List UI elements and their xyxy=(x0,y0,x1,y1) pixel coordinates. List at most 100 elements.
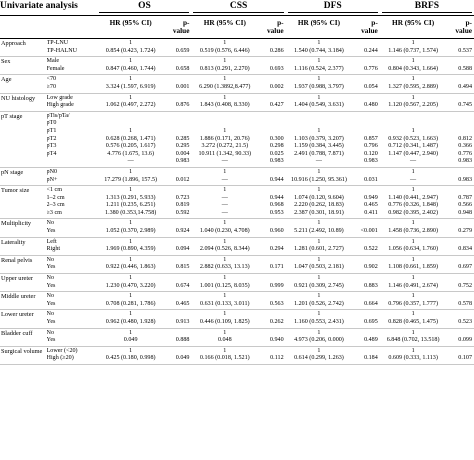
hazard-ratio-cell: 1 1.056 (0.634, 1.760) xyxy=(380,237,447,255)
p-value xyxy=(446,330,472,338)
p-value: 0.244 xyxy=(364,47,378,54)
p-value: 0.004 xyxy=(175,150,190,157)
hazard-ratio: 1.074 (0.120, 9.604) xyxy=(294,194,344,201)
table-row: Tumor size <1 cm 1–2 cm 2–3 cm ≥3 cm 1 1.313 (… xyxy=(0,186,474,219)
p-value xyxy=(446,120,472,128)
p-value xyxy=(258,220,284,228)
hazard-ratio: 1 xyxy=(129,187,133,194)
p-value: 0.857 xyxy=(364,135,378,142)
hazard-ratio: 1.040 (0.230, 4.708) xyxy=(199,228,250,235)
p-value xyxy=(164,239,190,247)
hazard-ratio: 1 xyxy=(317,168,321,175)
p-value xyxy=(446,275,472,283)
p-value: 0.494 xyxy=(458,83,472,90)
hazard-ratio: 1.313 (0.291, 5.933) xyxy=(105,194,156,201)
level-label: ≥3 cm xyxy=(46,209,62,216)
p-value: 0.796 xyxy=(364,143,378,150)
p-value xyxy=(164,220,190,228)
variable-name: pT stage xyxy=(1,112,23,120)
hazard-ratio: 1 xyxy=(317,256,321,263)
levels-cell: Left Right xyxy=(47,237,98,255)
p-value: 0.674 xyxy=(175,282,190,289)
hazard-ratio: 0.712 (0.341, 1.487) xyxy=(388,143,438,150)
hazard-ratio: 1 xyxy=(317,127,321,134)
p-value: 0.888 xyxy=(175,337,190,344)
hazard-ratio: 2.491 (0.788, 7.871) xyxy=(294,150,344,157)
level-label: Low grade xyxy=(46,94,73,101)
hazard-ratio: 0.609 (0.333, 1.113) xyxy=(388,355,438,362)
p-value-cell: 0.279 xyxy=(446,219,474,237)
p-value: 0.480 xyxy=(364,102,378,109)
hazard-ratio: 1 xyxy=(223,58,227,65)
level-label: No xyxy=(46,256,54,263)
hazard-ratio: 0.847 (0.460, 1.744) xyxy=(105,65,156,72)
table-row: Age <70 ≥70 1 3.324 (1.597, 6.919) 0.001 1 6.29… xyxy=(0,75,474,94)
p-value: 0.563 xyxy=(269,300,284,307)
p-value: 0.588 xyxy=(458,65,472,72)
hazard-ratio: 1 xyxy=(223,293,227,300)
p-value: 0.025 xyxy=(269,150,284,157)
level-label: Yes xyxy=(46,282,56,289)
p-value: 0.948 xyxy=(458,209,472,216)
p-value: 0.752 xyxy=(458,282,472,289)
table-row: Bladder cuff No Yes 1 0.049 0.888 1 0.048 0.940 1… xyxy=(0,328,474,347)
hazard-ratio: 1 xyxy=(317,220,321,227)
p-value xyxy=(258,187,284,195)
p-value xyxy=(352,330,378,338)
hazard-ratio: 1.116 (0.524, 2.377) xyxy=(294,65,344,72)
hazard-ratio-cell: 1 1.108 (0.661, 1.859) xyxy=(380,255,447,273)
p-value: 0.745 xyxy=(458,102,472,109)
table-row: pT stage pTis/pTa/pT0 pT1 pT2 pT3 pT4 1 0.628 (… xyxy=(0,111,474,168)
p-value: 0.693 xyxy=(269,65,284,72)
p-value-cell: 0.099 xyxy=(446,328,474,346)
p-value xyxy=(164,330,190,338)
p-value xyxy=(164,187,190,195)
p-value-cell: 0.902 xyxy=(352,255,380,273)
hazard-ratio-cell: 1 1.120 (0.567, 2.205) xyxy=(380,93,447,111)
p-value: 0.924 xyxy=(175,228,190,235)
hazard-ratio: 1 xyxy=(411,94,415,101)
p-value-cell: 0.659 xyxy=(164,39,192,57)
hazard-ratio-cell: 1 0.519 (0.576, 6.446) xyxy=(191,39,258,57)
hazard-ratio-cell: 1 5.211 (2.492, 10.89) xyxy=(286,219,353,237)
p-value: 0.184 xyxy=(364,355,378,362)
p-value-cell: 0.658 xyxy=(164,57,192,75)
hazard-ratio: 0.166 (0.018, 1.521) xyxy=(199,355,250,362)
p-value xyxy=(446,128,472,136)
hazard-ratio: — xyxy=(221,176,228,183)
group-dfs: DFS xyxy=(287,1,378,13)
p-value-cell: 0.244 xyxy=(352,39,380,57)
hazard-ratio: 1.120 (0.567, 2.205) xyxy=(388,102,438,109)
hazard-ratio: 1.281 (0.601, 2.727) xyxy=(294,246,344,253)
variable-name: Tumor size xyxy=(1,187,30,195)
hazard-ratio: 1 xyxy=(317,238,321,245)
hazard-ratio: 1.147 (0.447, 2.940) xyxy=(388,150,438,157)
p-value: 0.960 xyxy=(269,228,284,235)
hazard-ratio-cell: 1 1.001 (0.125, 8.035) xyxy=(191,274,258,292)
hazard-ratio xyxy=(191,120,258,128)
hazard-ratio-cell: 1 3.324 (1.597, 6.919) xyxy=(97,75,164,93)
variable-name: Sex xyxy=(1,58,11,66)
p-value: 0.294 xyxy=(269,246,284,253)
p-value: 0.465 xyxy=(175,300,190,307)
p-value: 0.012 xyxy=(175,176,190,183)
hazard-ratio-cell: 1 1.160 (0.553, 2.431) xyxy=(286,310,353,328)
p-value: 0.285 xyxy=(175,135,190,142)
hr-header: HR (95% CI) xyxy=(297,18,341,27)
p-value: 0.537 xyxy=(458,47,472,54)
hazard-ratio-cell: 1— — — xyxy=(191,186,258,219)
variable-name: Approach xyxy=(1,40,26,47)
p-value-cell: 0.001 xyxy=(164,75,192,93)
level-label: pT0 xyxy=(46,120,57,127)
variable-name: pN stage xyxy=(1,168,24,176)
levels-cell: Low grade High grade xyxy=(47,93,98,111)
p-value xyxy=(164,169,190,177)
hazard-ratio: 1 xyxy=(129,58,133,65)
p-value: 0.001 xyxy=(175,83,190,90)
p-value xyxy=(258,120,284,128)
hazard-ratio: 0.708 (0.281, 1.786) xyxy=(105,300,156,307)
p-value: 0.815 xyxy=(175,264,190,271)
p-value xyxy=(164,120,190,128)
hazard-ratio: 1 xyxy=(317,94,321,101)
p-value-cell: 0.944 xyxy=(258,167,286,185)
